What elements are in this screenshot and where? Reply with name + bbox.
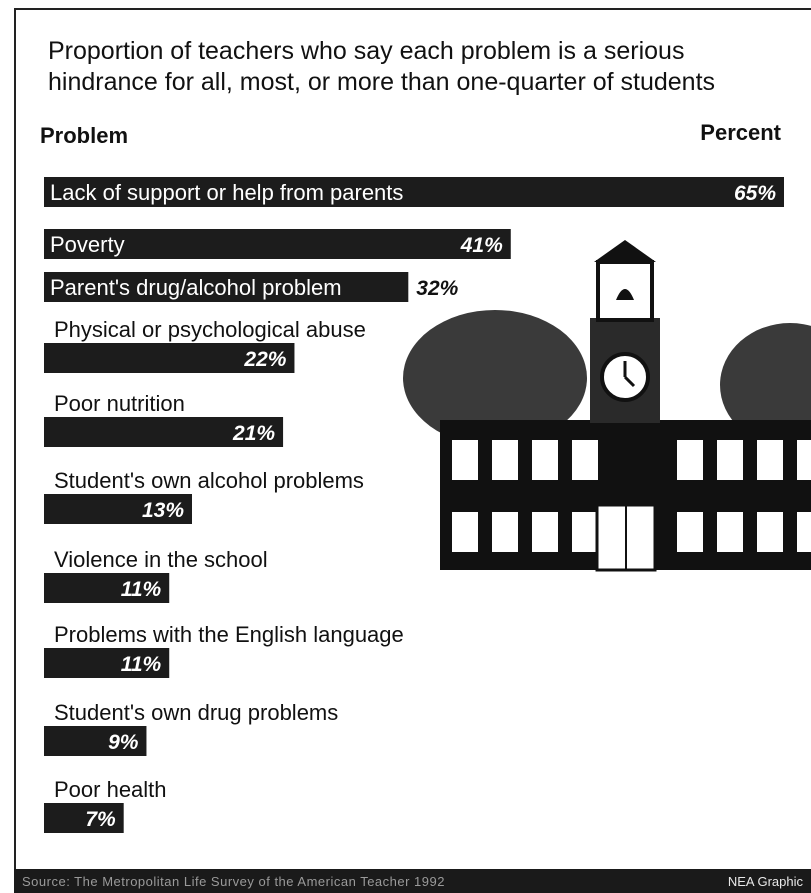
window <box>532 440 558 480</box>
problem-column-header: Problem <box>40 123 129 148</box>
bar-3 <box>44 343 295 373</box>
value-label-0: 65% <box>734 182 776 205</box>
window <box>452 512 478 552</box>
window <box>717 440 743 480</box>
percent-column-header: Percent <box>700 120 781 145</box>
window <box>717 512 743 552</box>
value-label-1: 41% <box>460 234 503 257</box>
chart-title: Proportion of teachers who say each prob… <box>48 37 716 96</box>
bar-2 <box>44 272 409 302</box>
tree-right <box>720 323 811 447</box>
school-illustration <box>403 240 811 572</box>
window <box>572 512 598 552</box>
value-label-4: 21% <box>232 422 275 445</box>
window <box>797 512 811 552</box>
window <box>797 440 811 480</box>
window <box>757 440 783 480</box>
window <box>572 440 598 480</box>
window <box>492 440 518 480</box>
source-footer: Source: The Metropolitan Life Survey of … <box>14 869 811 893</box>
category-label-0: Lack of support or help from parents <box>50 180 403 205</box>
windows-bottom-row <box>452 512 811 552</box>
source-note: Source: The Metropolitan Life Survey of … <box>22 873 445 889</box>
tower-roof <box>594 240 656 262</box>
bar-7 <box>44 648 170 678</box>
bar-4 <box>44 417 284 447</box>
value-label-6: 11% <box>121 578 162 601</box>
category-label-1: Poverty <box>50 232 125 257</box>
bars-layer: Lack of support or help from parents 65% P… <box>44 177 784 833</box>
bar-0 <box>44 177 784 207</box>
category-label-5: Student's own alcohol problems <box>54 468 364 493</box>
bell-icon <box>616 289 634 300</box>
graphic-credit: NEA Graphic <box>727 873 803 889</box>
clock-hand-hour <box>623 375 636 388</box>
value-label-5: 13% <box>142 499 184 522</box>
bar-6 <box>44 573 170 603</box>
bar-1 <box>44 229 511 259</box>
category-label-7: Problems with the English language <box>54 622 404 647</box>
category-label-2: Parent's drug/alcohol problem <box>50 275 342 300</box>
value-label-7: 11% <box>121 653 162 676</box>
category-label-8: Student's own drug problems <box>54 700 338 725</box>
window <box>452 440 478 480</box>
window <box>677 512 703 552</box>
value-label-2: 32% <box>416 277 458 300</box>
window <box>492 512 518 552</box>
value-label-9: 7% <box>85 808 116 831</box>
tree-left <box>403 310 587 446</box>
category-label-6: Violence in the school <box>54 547 268 572</box>
window <box>757 512 783 552</box>
bar-8 <box>44 726 147 756</box>
bar-5 <box>44 494 192 524</box>
category-label-3: Physical or psychological abuse <box>54 317 366 342</box>
bar-9 <box>44 803 124 833</box>
category-label-4: Poor nutrition <box>54 391 185 416</box>
window <box>532 512 558 552</box>
value-label-3: 22% <box>243 348 286 371</box>
window <box>677 440 703 480</box>
category-label-9: Poor health <box>54 777 167 802</box>
value-label-8: 9% <box>108 731 139 754</box>
windows-top-row <box>452 440 811 480</box>
